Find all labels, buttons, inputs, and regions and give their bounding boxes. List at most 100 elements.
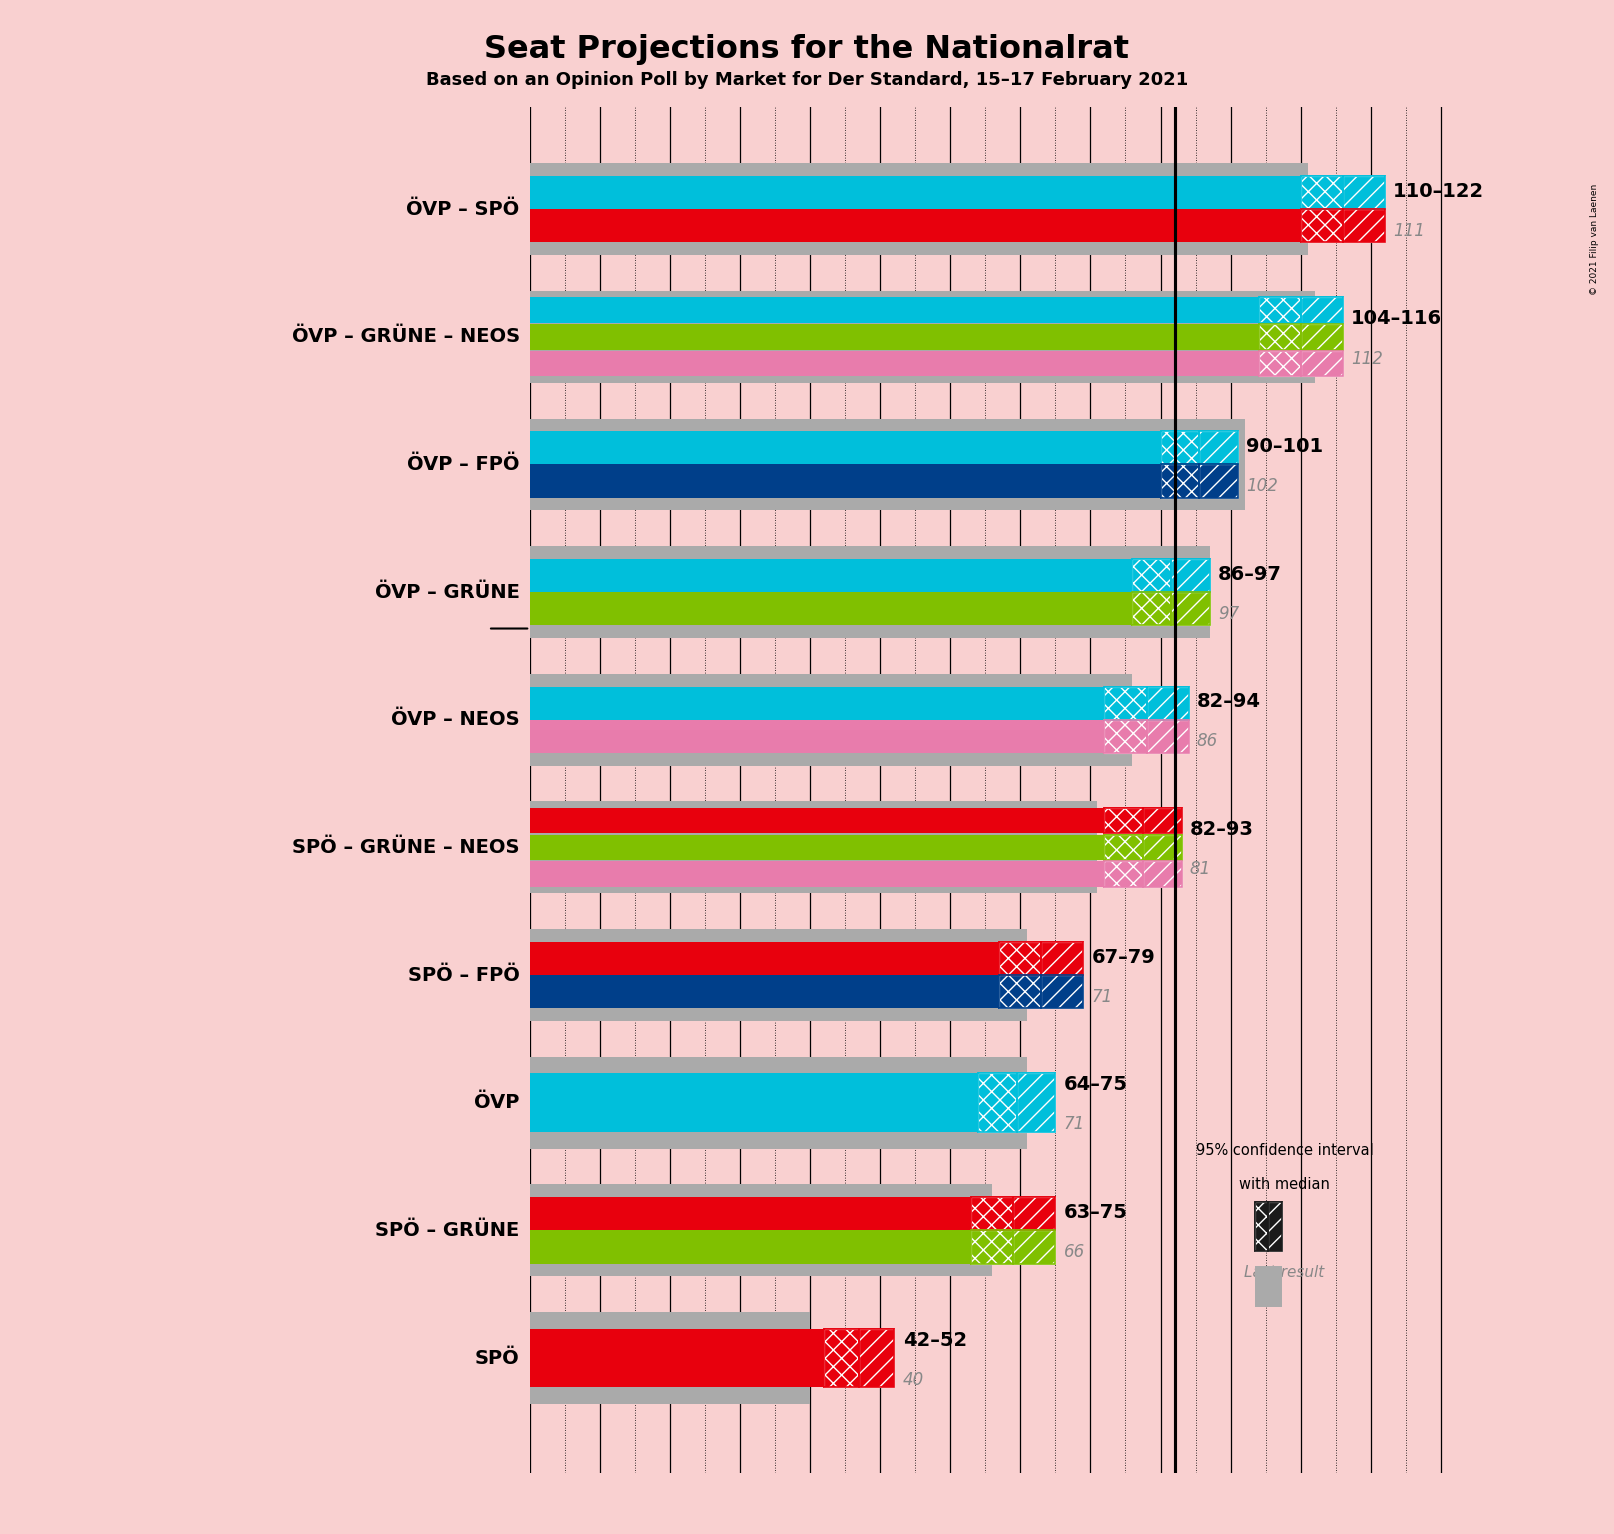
Text: 86–97: 86–97 <box>1219 565 1282 584</box>
Bar <box>529 176 1301 209</box>
Bar <box>1343 209 1385 242</box>
Text: ÖVP – SPÖ: ÖVP – SPÖ <box>407 199 520 219</box>
Bar <box>859 1328 894 1387</box>
Bar <box>1014 1197 1056 1230</box>
Bar <box>529 431 1160 465</box>
Bar <box>1143 808 1181 833</box>
Bar <box>1104 719 1146 753</box>
Text: 71: 71 <box>1093 988 1114 1006</box>
Bar <box>529 1184 993 1276</box>
Bar <box>972 1197 1014 1230</box>
Text: SPÖ – GRÜNE: SPÖ – GRÜNE <box>376 1221 520 1239</box>
Bar <box>529 930 1028 1022</box>
Bar <box>825 1328 859 1387</box>
Bar <box>1343 176 1385 209</box>
Bar <box>1143 834 1181 861</box>
Bar <box>1143 862 1181 887</box>
Bar <box>529 862 1104 887</box>
Bar <box>972 1230 1014 1264</box>
Bar <box>529 687 1104 719</box>
Text: with median: with median <box>1240 1177 1330 1192</box>
Bar <box>972 1197 1014 1230</box>
Bar <box>999 976 1041 1008</box>
Bar <box>1172 592 1209 626</box>
Bar <box>1259 324 1301 350</box>
Bar <box>999 976 1041 1008</box>
Bar <box>529 942 999 976</box>
Text: 63–75: 63–75 <box>1064 1203 1128 1223</box>
Bar <box>1256 1203 1269 1250</box>
Bar <box>972 1230 1014 1264</box>
Bar <box>529 1074 978 1132</box>
Bar <box>972 1197 1014 1230</box>
Bar <box>1301 324 1343 350</box>
Bar <box>529 808 1104 833</box>
Bar <box>1133 592 1172 626</box>
Bar <box>1104 687 1146 719</box>
Bar <box>1146 687 1188 719</box>
Bar <box>1199 465 1238 497</box>
Bar <box>1014 1230 1056 1264</box>
Bar <box>1014 1197 1056 1230</box>
Bar <box>1133 558 1172 592</box>
Bar <box>529 209 1301 242</box>
Text: 66: 66 <box>1064 1243 1085 1261</box>
Text: 82–94: 82–94 <box>1198 692 1261 712</box>
Bar <box>1133 592 1172 626</box>
Text: Based on an Opinion Poll by Market for Der Standard, 15–17 February 2021: Based on an Opinion Poll by Market for D… <box>426 71 1188 89</box>
Text: 90–101: 90–101 <box>1246 437 1323 456</box>
Bar <box>1041 942 1083 976</box>
Bar <box>1041 942 1083 976</box>
Bar <box>1301 209 1343 242</box>
Bar <box>1146 687 1188 719</box>
Text: 42–52: 42–52 <box>902 1330 967 1350</box>
Bar <box>1143 834 1181 861</box>
Text: 95% confidence interval: 95% confidence interval <box>1196 1143 1374 1158</box>
Bar <box>1143 862 1181 887</box>
Bar <box>1301 209 1343 242</box>
Bar <box>1143 862 1181 887</box>
Bar <box>1269 1203 1282 1250</box>
Bar <box>1256 1203 1269 1250</box>
Bar <box>978 1074 1017 1132</box>
Bar <box>1104 834 1143 861</box>
Bar <box>529 673 1133 765</box>
Bar <box>529 324 1259 350</box>
Text: 112: 112 <box>1351 350 1383 368</box>
Text: ÖVP: ÖVP <box>475 1094 520 1112</box>
Bar <box>1160 431 1199 465</box>
Text: 81: 81 <box>1190 861 1210 877</box>
Bar <box>1259 298 1301 322</box>
Bar <box>1014 1197 1056 1230</box>
Bar <box>1301 351 1343 376</box>
Bar <box>1172 558 1209 592</box>
Bar <box>1104 808 1143 833</box>
Bar <box>999 942 1041 976</box>
Text: SPÖ – GRÜNE – NEOS: SPÖ – GRÜNE – NEOS <box>292 838 520 858</box>
Bar <box>1199 431 1238 465</box>
Text: ÖVP – NEOS: ÖVP – NEOS <box>391 710 520 729</box>
Bar <box>1143 808 1181 833</box>
Bar <box>972 1230 1014 1264</box>
Bar <box>1143 808 1181 833</box>
Bar <box>999 942 1041 976</box>
Bar <box>529 465 1160 497</box>
Bar <box>1104 808 1143 833</box>
Bar <box>1104 719 1146 753</box>
Bar <box>1104 719 1146 753</box>
Bar <box>1172 592 1209 626</box>
Bar <box>1199 465 1238 497</box>
Bar <box>1014 1230 1056 1264</box>
Bar <box>529 1197 972 1230</box>
Bar <box>1301 298 1343 322</box>
Bar <box>999 942 1041 976</box>
Text: 86: 86 <box>1198 733 1219 750</box>
Bar <box>1133 558 1172 592</box>
Bar <box>1301 176 1343 209</box>
Bar <box>529 351 1259 376</box>
Text: ÖVP – GRÜNE – NEOS: ÖVP – GRÜNE – NEOS <box>292 327 520 347</box>
Bar <box>1104 834 1143 861</box>
Bar <box>1301 176 1343 209</box>
Bar <box>529 558 1133 592</box>
Bar <box>1199 465 1238 497</box>
